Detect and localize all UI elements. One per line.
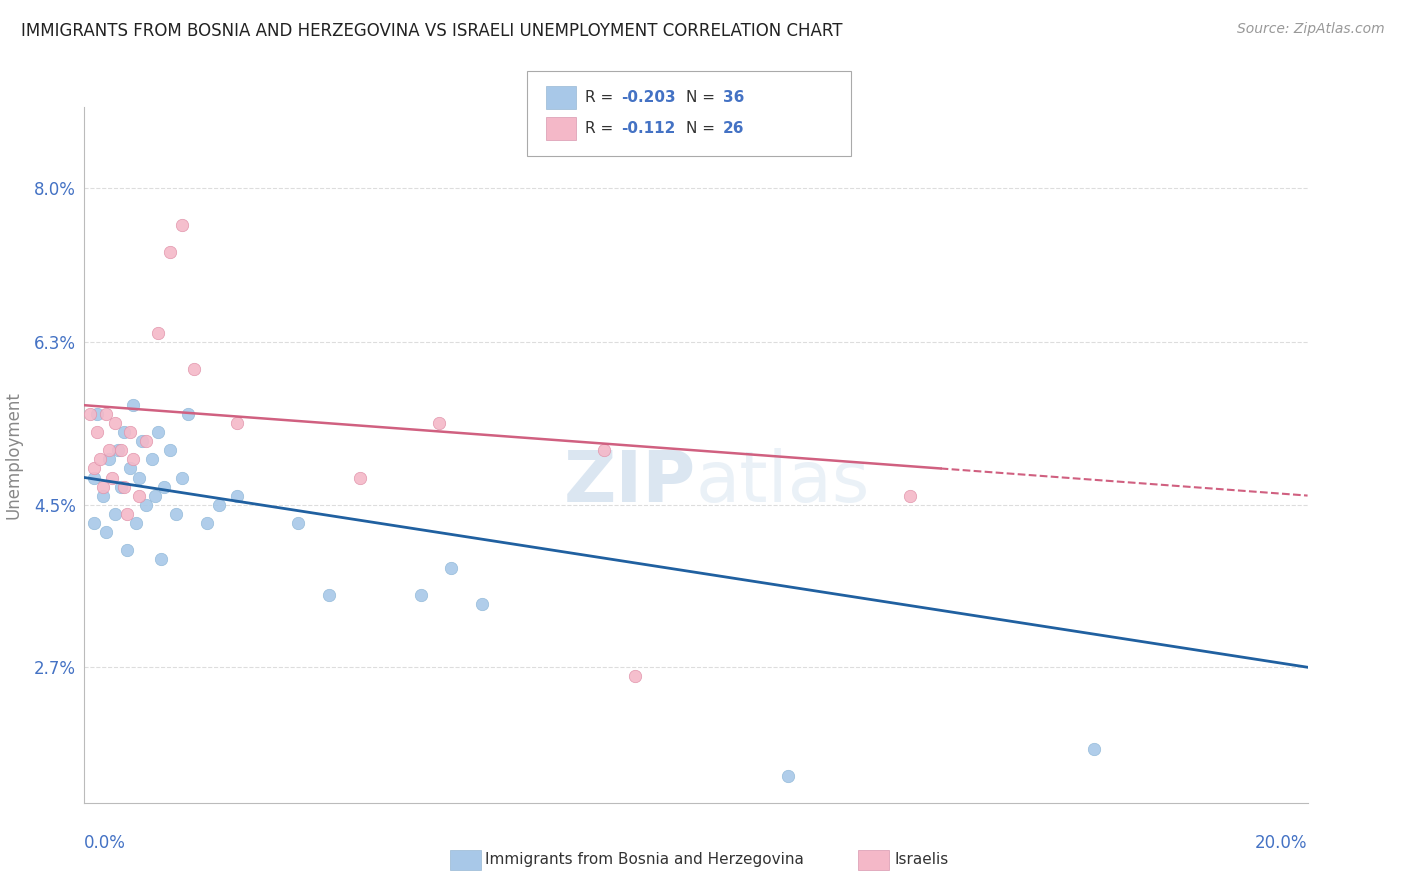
Point: [898, 489, 921, 503]
Text: Israelis: Israelis: [894, 853, 949, 867]
Point: [153, 479, 176, 493]
Point: [97, 443, 120, 458]
Text: N =: N =: [686, 90, 716, 104]
Point: [135, 498, 157, 512]
Point: [83, 461, 105, 475]
Point: [624, 669, 647, 683]
Point: [83, 470, 105, 484]
Y-axis label: Unemployment: Unemployment: [4, 391, 22, 519]
Point: [208, 498, 231, 512]
Point: [1083, 741, 1105, 756]
Point: [226, 417, 249, 431]
Point: [110, 479, 132, 493]
Point: [776, 769, 799, 783]
Point: [89, 452, 111, 467]
Point: [115, 542, 138, 557]
Point: [141, 452, 163, 467]
Point: [104, 417, 127, 431]
Text: -0.203: -0.203: [621, 90, 676, 104]
Point: [120, 425, 142, 440]
Point: [94, 524, 117, 539]
Point: [83, 516, 105, 530]
Point: [593, 443, 616, 458]
Point: [146, 326, 169, 340]
Point: [122, 452, 145, 467]
Point: [440, 561, 463, 575]
Point: [427, 417, 450, 431]
Point: [159, 443, 181, 458]
Point: [165, 507, 187, 521]
Text: 36: 36: [723, 90, 744, 104]
Point: [471, 597, 494, 611]
Point: [91, 479, 114, 493]
Point: [94, 407, 117, 421]
Point: [149, 551, 172, 566]
Point: [86, 407, 108, 421]
Point: [107, 443, 129, 458]
Point: [318, 588, 340, 602]
Point: [226, 489, 249, 503]
Text: R =: R =: [585, 90, 613, 104]
Point: [349, 470, 371, 484]
Point: [115, 507, 138, 521]
Point: [128, 470, 150, 484]
Text: 0.0%: 0.0%: [84, 834, 127, 852]
Point: [146, 425, 169, 440]
Point: [79, 407, 101, 421]
Text: 20.0%: 20.0%: [1256, 834, 1308, 852]
Point: [91, 489, 114, 503]
Point: [101, 470, 124, 484]
Point: [409, 588, 432, 602]
Point: [131, 434, 153, 449]
Point: [86, 425, 108, 440]
Text: Immigrants from Bosnia and Herzegovina: Immigrants from Bosnia and Herzegovina: [485, 853, 804, 867]
Point: [143, 489, 166, 503]
Point: [183, 362, 205, 376]
Point: [159, 244, 181, 259]
Point: [172, 470, 194, 484]
Point: [97, 452, 120, 467]
Point: [122, 398, 145, 412]
Text: IMMIGRANTS FROM BOSNIA AND HERZEGOVINA VS ISRAELI UNEMPLOYMENT CORRELATION CHART: IMMIGRANTS FROM BOSNIA AND HERZEGOVINA V…: [21, 22, 842, 40]
Text: ZIP: ZIP: [564, 449, 696, 517]
Text: N =: N =: [686, 121, 716, 136]
Point: [120, 461, 142, 475]
Point: [112, 425, 135, 440]
Point: [195, 516, 218, 530]
Point: [125, 516, 148, 530]
Text: -0.112: -0.112: [621, 121, 676, 136]
Point: [110, 443, 132, 458]
Point: [104, 507, 127, 521]
Text: Source: ZipAtlas.com: Source: ZipAtlas.com: [1237, 22, 1385, 37]
Point: [135, 434, 157, 449]
Point: [128, 489, 150, 503]
Text: 26: 26: [723, 121, 744, 136]
Text: R =: R =: [585, 121, 613, 136]
Point: [172, 218, 194, 232]
Point: [112, 479, 135, 493]
Point: [287, 516, 309, 530]
Point: [177, 407, 200, 421]
Text: atlas: atlas: [696, 449, 870, 517]
